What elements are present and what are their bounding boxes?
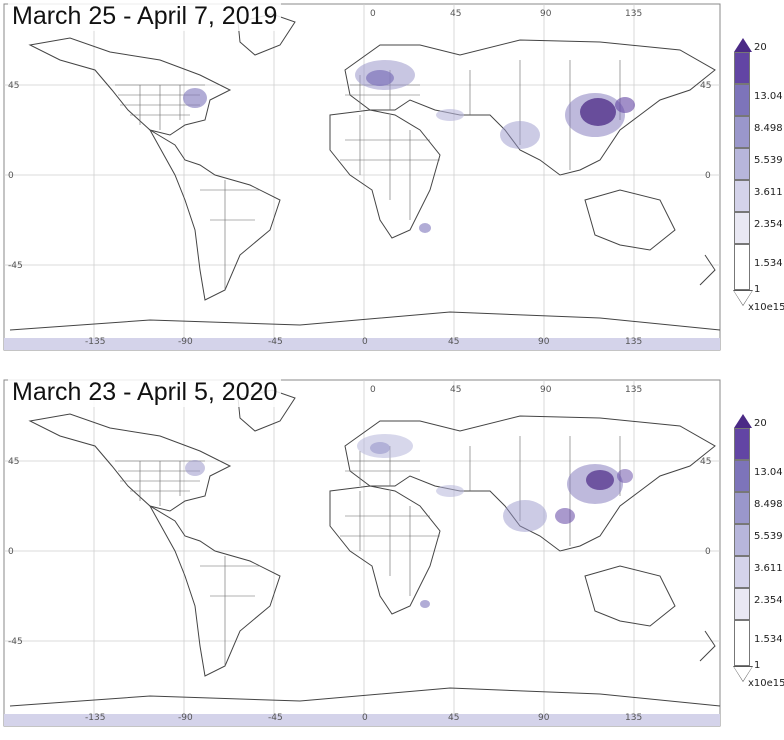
lon-label-top-90: 90 xyxy=(540,385,552,395)
lon-label-top-45: 45 xyxy=(450,385,461,395)
colorbar-level: 13.04 xyxy=(754,467,783,478)
lat-label-right-0: 0 xyxy=(705,171,711,181)
lon-label-bottom-90: 90 xyxy=(538,337,550,347)
colorbar-max-arrow xyxy=(734,38,752,52)
coastlines xyxy=(9,13,721,331)
colorbar-cell xyxy=(734,556,750,588)
colorbar-level: 5.539 xyxy=(754,155,783,166)
lat-label-right-0: 0 xyxy=(705,547,711,557)
map-title: March 23 - April 5, 2020 xyxy=(8,378,282,407)
borders xyxy=(115,436,621,666)
colorbar-level: 1.534 xyxy=(754,258,783,269)
colorbar-level: 2.354 xyxy=(754,595,783,606)
colorbar-cell xyxy=(734,212,750,244)
lon-label-top-135: 135 xyxy=(625,385,642,395)
lon-label-bottom-45: 45 xyxy=(448,337,459,347)
borders xyxy=(115,60,621,290)
graticule xyxy=(4,4,720,350)
colorbar-cell xyxy=(734,428,750,460)
world-map-2019: 0 45 90 135 -135 -90 -45 0 45 90 135 45 … xyxy=(3,3,721,351)
colorbar-cell xyxy=(734,84,750,116)
colorbar-level: 8.498 xyxy=(754,123,783,134)
map-panel-2019: 0 45 90 135 -135 -90 -45 0 45 90 135 45 … xyxy=(0,0,784,364)
lon-label-top-0: 0 xyxy=(370,385,376,395)
lat-label-left-m45: -45 xyxy=(8,261,23,271)
world-map-2020: 0 45 90 135 -135 -90 -45 0 45 90 135 45 … xyxy=(3,379,721,727)
colorbar-max-label: 20 xyxy=(754,42,767,53)
colorbar-level: 8.498 xyxy=(754,499,783,510)
lon-label-bottom-0: 0 xyxy=(362,713,368,723)
lon-label-bottom-0: 0 xyxy=(362,337,368,347)
colorbar-cell xyxy=(734,148,750,180)
lat-label-right-45: 45 xyxy=(700,81,711,91)
colorbar: 20 13.04 8.498 5.539 3.611 2.354 1.534 1… xyxy=(733,414,784,694)
concentration-overlay xyxy=(183,60,635,233)
colorbar-cell xyxy=(734,180,750,212)
colorbar-max-arrow xyxy=(734,414,752,428)
lon-label-bottom-90: 90 xyxy=(538,713,550,723)
lon-label-bottom-135: 135 xyxy=(625,713,642,723)
lat-label-left-0: 0 xyxy=(8,171,14,181)
map-panel-2020: 0 45 90 135 -135 -90 -45 0 45 90 135 45 … xyxy=(0,376,784,740)
colorbar-min-arrow-fill xyxy=(734,667,752,681)
lon-label-top-0: 0 xyxy=(370,9,376,19)
colorbar-level: 5.539 xyxy=(754,531,783,542)
lon-label-top-90: 90 xyxy=(540,9,552,19)
lat-label-right-45: 45 xyxy=(700,457,711,467)
colorbar-level: 2.354 xyxy=(754,219,783,230)
colorbar-cell xyxy=(734,620,750,666)
colorbar-level: 1.534 xyxy=(754,634,783,645)
colorbar-cell xyxy=(734,244,750,290)
colorbar-cell xyxy=(734,492,750,524)
colorbar-max-label: 20 xyxy=(754,418,767,429)
graticule xyxy=(4,380,720,726)
lon-label-bottom-m135: -135 xyxy=(85,337,105,347)
coastlines xyxy=(9,389,721,707)
colorbar-cell xyxy=(734,52,750,84)
lat-label-left-0: 0 xyxy=(8,547,14,557)
colorbar-cell xyxy=(734,460,750,492)
lat-label-left-m45: -45 xyxy=(8,637,23,647)
colorbar-cell xyxy=(734,588,750,620)
colorbar-unit: x10e15 xyxy=(748,302,784,313)
lat-label-left-45: 45 xyxy=(8,81,19,91)
antarctic-band xyxy=(4,338,720,350)
lon-label-bottom-m45: -45 xyxy=(268,337,283,347)
lon-label-bottom-45: 45 xyxy=(448,713,459,723)
colorbar-cell xyxy=(734,524,750,556)
lon-label-bottom-135: 135 xyxy=(625,337,642,347)
lon-label-top-135: 135 xyxy=(625,9,642,19)
lon-label-top-45: 45 xyxy=(450,9,461,19)
lon-label-bottom-m135: -135 xyxy=(85,713,105,723)
colorbar-level: 13.04 xyxy=(754,91,783,102)
concentration-overlay xyxy=(185,434,633,608)
colorbar-unit: x10e15 xyxy=(748,678,784,689)
colorbar-level: 3.611 xyxy=(754,563,783,574)
lon-label-bottom-m90: -90 xyxy=(178,337,193,347)
colorbar-cell xyxy=(734,116,750,148)
lat-label-left-45: 45 xyxy=(8,457,19,467)
antarctic-band xyxy=(4,714,720,726)
colorbar-min-label: 1 xyxy=(754,284,761,295)
lon-label-bottom-m45: -45 xyxy=(268,713,283,723)
colorbar-level: 3.611 xyxy=(754,187,783,198)
lon-label-bottom-m90: -90 xyxy=(178,713,193,723)
colorbar: 20 13.04 8.498 5.539 3.611 2.354 1.534 1… xyxy=(733,38,784,318)
map-title: March 25 - April 7, 2019 xyxy=(8,2,282,31)
colorbar-min-label: 1 xyxy=(754,660,761,671)
colorbar-min-arrow-fill xyxy=(734,291,752,305)
